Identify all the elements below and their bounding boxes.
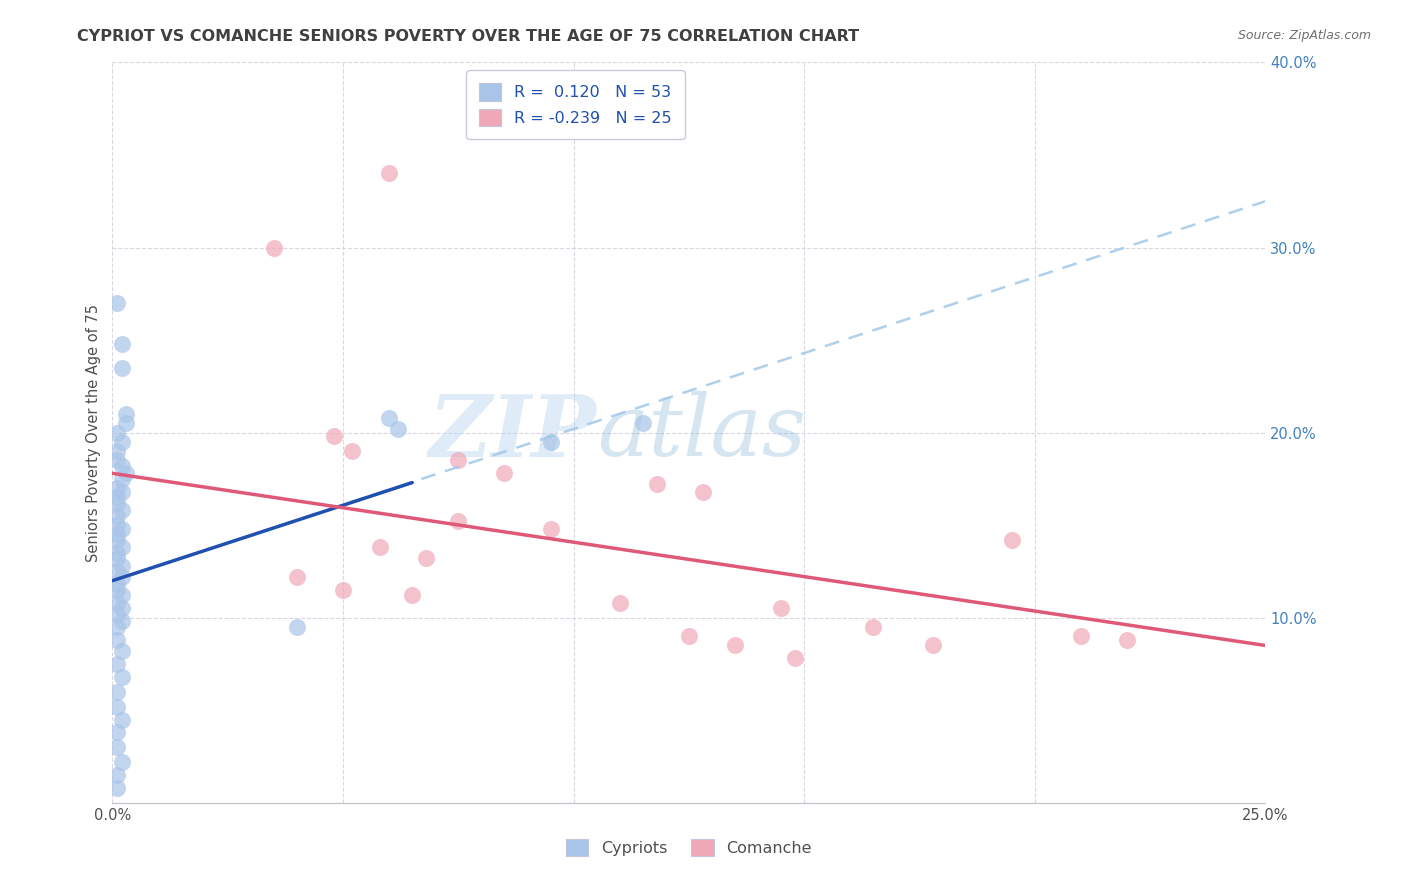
- Point: [692, 484, 714, 499]
- Point: [111, 670, 134, 684]
- Point: [105, 565, 128, 579]
- Point: [111, 484, 134, 499]
- Point: [862, 620, 884, 634]
- Y-axis label: Seniors Poverty Over the Age of 75: Seniors Poverty Over the Age of 75: [86, 303, 101, 562]
- Point: [447, 515, 470, 529]
- Point: [1001, 533, 1024, 547]
- Point: [332, 582, 354, 597]
- Point: [770, 601, 793, 615]
- Point: [105, 296, 128, 310]
- Text: ZIP: ZIP: [429, 391, 596, 475]
- Text: Source: ZipAtlas.com: Source: ZipAtlas.com: [1237, 29, 1371, 43]
- Point: [111, 589, 134, 603]
- Point: [105, 780, 128, 795]
- Point: [105, 491, 128, 505]
- Point: [111, 644, 134, 658]
- Point: [105, 657, 128, 671]
- Point: [285, 570, 308, 584]
- Point: [105, 508, 128, 523]
- Text: atlas: atlas: [596, 392, 806, 474]
- Point: [322, 429, 344, 443]
- Point: [111, 360, 134, 375]
- Point: [111, 713, 134, 727]
- Point: [105, 725, 128, 739]
- Point: [783, 651, 806, 665]
- Point: [105, 527, 128, 541]
- Point: [111, 458, 134, 473]
- Point: [105, 481, 128, 495]
- Point: [645, 477, 668, 491]
- Legend: Cypriots, Comanche: Cypriots, Comanche: [553, 826, 825, 869]
- Point: [368, 541, 391, 555]
- Point: [263, 240, 285, 255]
- Point: [342, 444, 364, 458]
- Point: [1070, 629, 1092, 643]
- Point: [415, 551, 437, 566]
- Point: [378, 410, 401, 425]
- Point: [111, 434, 134, 449]
- Point: [378, 166, 401, 180]
- Point: [105, 577, 128, 591]
- Point: [105, 768, 128, 782]
- Point: [111, 570, 134, 584]
- Point: [724, 639, 747, 653]
- Point: [111, 522, 134, 536]
- Point: [111, 541, 134, 555]
- Point: [115, 407, 138, 421]
- Point: [105, 551, 128, 566]
- Point: [922, 639, 945, 653]
- Point: [401, 589, 423, 603]
- Point: [111, 601, 134, 615]
- Point: [111, 503, 134, 517]
- Point: [105, 496, 128, 510]
- Point: [105, 425, 128, 440]
- Point: [105, 620, 128, 634]
- Point: [105, 546, 128, 560]
- Point: [387, 422, 409, 436]
- Point: [609, 596, 631, 610]
- Point: [105, 607, 128, 621]
- Point: [111, 615, 134, 629]
- Point: [111, 336, 134, 351]
- Point: [105, 740, 128, 755]
- Text: CYPRIOT VS COMANCHE SENIORS POVERTY OVER THE AGE OF 75 CORRELATION CHART: CYPRIOT VS COMANCHE SENIORS POVERTY OVER…: [77, 29, 859, 45]
- Point: [678, 629, 700, 643]
- Point: [105, 582, 128, 597]
- Point: [540, 522, 562, 536]
- Point: [105, 685, 128, 699]
- Point: [447, 453, 470, 467]
- Point: [115, 467, 138, 481]
- Point: [105, 453, 128, 467]
- Point: [115, 417, 138, 431]
- Point: [105, 533, 128, 547]
- Point: [285, 620, 308, 634]
- Point: [1116, 632, 1139, 647]
- Point: [105, 518, 128, 533]
- Point: [111, 472, 134, 486]
- Point: [105, 632, 128, 647]
- Point: [111, 755, 134, 769]
- Point: [105, 444, 128, 458]
- Point: [105, 596, 128, 610]
- Point: [111, 558, 134, 573]
- Point: [631, 417, 654, 431]
- Point: [494, 467, 516, 481]
- Point: [105, 699, 128, 714]
- Point: [540, 434, 562, 449]
